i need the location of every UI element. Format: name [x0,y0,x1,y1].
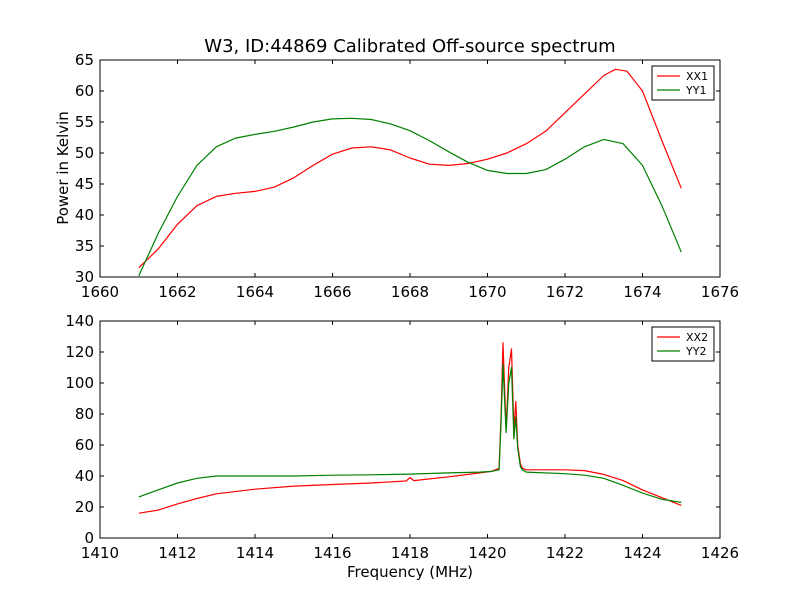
bottom-y-tick-label: 80 [75,405,94,423]
bottom-legend-label-yy2: YY2 [685,345,706,358]
bottom-x-tick-label: 1414 [236,544,274,562]
bottom-y-tick-label: 60 [75,436,94,454]
top-y-tick-label: 30 [75,268,94,286]
top-legend-label-xx1: XX1 [686,70,708,83]
top-legend-box [651,65,715,101]
top-plot-frame [99,59,721,278]
bottom-x-tick-label: 1416 [313,544,351,562]
bottom-series-yy2-line [138,363,682,503]
top-x-tick-label: 1674 [623,283,661,301]
top-y-tick-label: 45 [75,175,94,193]
top-series-yy1-line [138,117,682,277]
bottom-legend-label-xx2: XX2 [686,331,708,344]
bottom-y-tick-label: 0 [84,529,94,547]
top-y-tick-label: 50 [75,144,94,162]
bottom-x-tick-label: 1418 [391,544,429,562]
bottom-legend-box [651,326,715,362]
bottom-y-tick-label: 20 [75,498,94,516]
bottom-y-tick-label: 120 [65,343,94,361]
bottom-y-tick-label: 100 [65,374,94,392]
bottom-y-tick-label: 140 [65,312,94,330]
bottom-x-tick-label: 1426 [701,544,739,562]
top-y-tick-label: 60 [75,82,94,100]
top-y-tick-label: 35 [75,237,94,255]
bottom-x-tick-label: 1410 [81,544,119,562]
bottom-x-tick-label: 1420 [468,544,506,562]
top-x-tick-label: 1660 [81,283,119,301]
bottom-x-axis-label: Frequency (MHz) [347,563,473,581]
top-plot-axes: 1660 1662 1664 1666 1668 1670 1672 1674 1676 30 35… [75,51,739,301]
top-x-tick-label: 1662 [158,283,196,301]
bottom-y-tick-label: 40 [75,467,94,485]
top-y-axis-label: Power in Kelvin [54,111,72,225]
bottom-x-tick-label: 1424 [623,544,661,562]
top-x-tick-label: 1666 [313,283,351,301]
top-x-tick-label: 1672 [546,283,584,301]
bottom-plot-frame [99,320,721,539]
top-legend-label-yy1: YY1 [685,84,706,97]
chart-title: W3, ID:44869 Calibrated Off-source spect… [204,36,615,57]
top-series-xx1-line [138,68,682,269]
top-x-tick-label: 1664 [236,283,274,301]
bottom-plot-axes: 1410 1412 1414 1416 1418 1420 1422 1424 1426 0 20 4… [65,312,739,562]
top-x-tick-label: 1676 [701,283,739,301]
bottom-x-tick-label: 1422 [546,544,584,562]
top-x-tick-label: 1668 [391,283,429,301]
top-y-tick-label: 55 [75,113,94,131]
top-x-tick-label: 1670 [468,283,506,301]
bottom-x-tick-label: 1412 [158,544,196,562]
top-y-tick-label: 40 [75,206,94,224]
top-y-tick-label: 65 [75,51,94,69]
